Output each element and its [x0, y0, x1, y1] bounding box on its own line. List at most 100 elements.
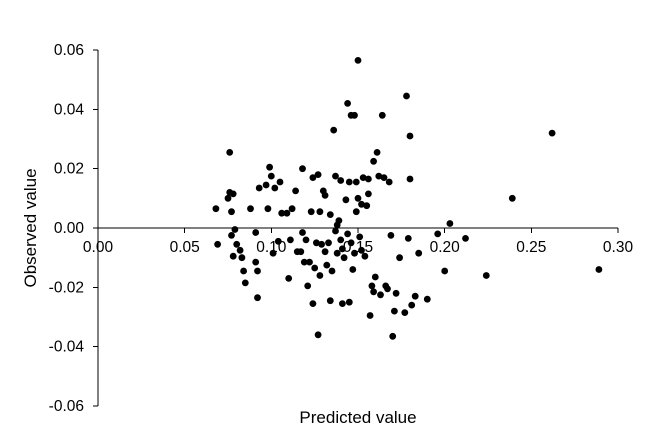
- data-point: [392, 289, 400, 297]
- y-tick-label: -0.02: [49, 279, 84, 296]
- data-point: [423, 295, 431, 303]
- data-point: [224, 194, 232, 202]
- x-axis-ticks: 0.00 0.05 0.10 0.15 0.20 0.25 0.30: [83, 228, 634, 256]
- data-point: [349, 266, 357, 273]
- data-point: [358, 200, 365, 208]
- y-tick-label: 0.06: [54, 42, 84, 59]
- data-point: [264, 205, 272, 213]
- data-point: [403, 92, 410, 100]
- data-point: [339, 300, 346, 307]
- y-axis-title: Observed value: [21, 168, 40, 287]
- data-point: [309, 174, 317, 182]
- data-point: [314, 171, 322, 179]
- data-point: [274, 237, 282, 245]
- y-axis-ticks: 0.06 0.04 0.02 0.00 -0.02 -0.04 -0.06: [49, 42, 98, 415]
- data-point: [482, 272, 490, 279]
- data-point: [462, 235, 469, 242]
- x-tick-label: 0.20: [430, 239, 461, 256]
- data-point: [267, 172, 275, 180]
- x-tick-label: 0.05: [170, 239, 200, 256]
- data-point: [370, 288, 377, 296]
- data-point: [238, 254, 246, 262]
- data-point: [385, 178, 393, 186]
- data-point: [446, 220, 454, 227]
- data-point: [359, 174, 367, 182]
- data-point: [226, 149, 234, 156]
- data-point: [309, 300, 317, 307]
- data-point: [326, 211, 334, 219]
- data-point: [373, 149, 381, 156]
- data-point: [347, 239, 355, 247]
- data-point: [441, 267, 449, 275]
- data-point: [339, 245, 346, 253]
- data-point: [316, 272, 324, 279]
- data-point: [508, 194, 516, 202]
- data-point: [358, 246, 365, 254]
- data-point: [254, 267, 261, 275]
- y-tick-label: 0.02: [54, 161, 84, 178]
- data-point: [254, 294, 261, 302]
- data-point: [406, 175, 414, 183]
- data-point: [384, 285, 391, 293]
- data-point: [278, 209, 286, 217]
- data-point: [326, 297, 334, 305]
- data-point: [333, 249, 341, 257]
- data-point: [287, 236, 294, 244]
- data-point: [332, 227, 339, 235]
- data-point: [283, 209, 291, 217]
- data-point: [271, 184, 279, 192]
- data-point: [344, 230, 351, 238]
- data-point: [276, 178, 284, 186]
- data-point: [401, 309, 409, 316]
- x-tick-label: 0.00: [83, 239, 114, 256]
- data-point: [595, 266, 603, 273]
- data-point: [354, 57, 362, 64]
- data-point: [304, 282, 312, 290]
- y-tick-label: -0.04: [49, 339, 85, 356]
- data-point: [361, 252, 369, 260]
- data-points: [212, 57, 603, 340]
- data-point: [352, 208, 360, 216]
- data-point: [252, 229, 260, 236]
- x-axis-title: Predicted value: [299, 408, 416, 427]
- data-point: [335, 217, 343, 225]
- data-point: [231, 226, 239, 233]
- data-point: [328, 267, 336, 275]
- data-point: [404, 235, 412, 242]
- data-point: [247, 205, 254, 213]
- data-point: [233, 240, 241, 248]
- data-point: [307, 208, 315, 216]
- data-point: [406, 132, 414, 140]
- data-point: [311, 264, 319, 272]
- data-point: [344, 100, 351, 107]
- data-point: [378, 111, 386, 119]
- x-tick-label: 0.30: [603, 239, 634, 256]
- data-point: [214, 240, 222, 248]
- data-point: [345, 178, 353, 186]
- data-point: [354, 194, 362, 202]
- data-point: [345, 298, 353, 306]
- data-point: [337, 177, 345, 184]
- data-point: [321, 248, 329, 256]
- data-point: [351, 111, 358, 119]
- data-point: [299, 165, 306, 173]
- data-point: [391, 307, 398, 315]
- data-point: [332, 172, 339, 180]
- data-point: [351, 249, 358, 257]
- plot-area: 0.06 0.04 0.02 0.00 -0.02 -0.04 -0.06 0.00 0.05…: [49, 42, 634, 415]
- data-point: [321, 192, 329, 199]
- data-point: [377, 291, 384, 299]
- data-point: [368, 282, 376, 290]
- data-point: [340, 254, 348, 262]
- data-point: [252, 258, 260, 266]
- data-point: [356, 233, 364, 241]
- data-point: [415, 249, 423, 257]
- data-point: [375, 172, 383, 180]
- data-point: [548, 129, 556, 137]
- data-point: [255, 184, 263, 192]
- data-point: [325, 239, 332, 247]
- data-point: [299, 229, 306, 236]
- data-point: [313, 239, 320, 247]
- x-tick-label: 0.25: [516, 239, 546, 256]
- y-tick-label: 0.04: [54, 101, 85, 118]
